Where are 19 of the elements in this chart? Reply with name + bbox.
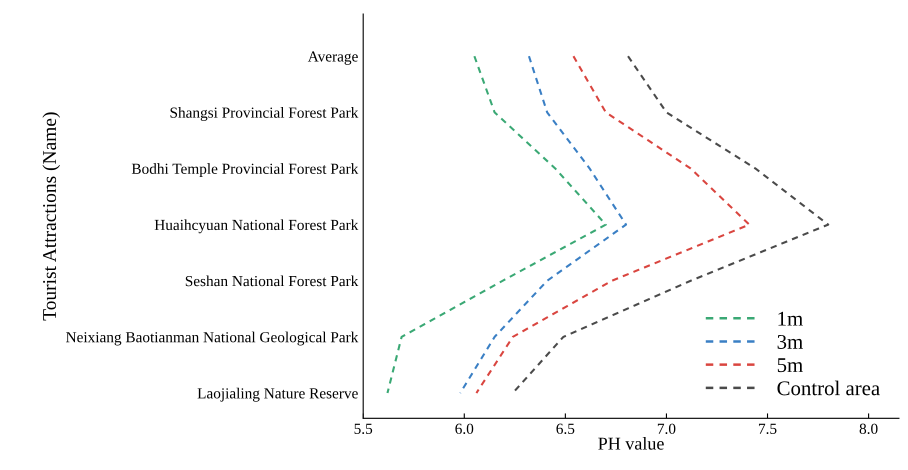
x-tick-label: 5.5 [354, 424, 372, 434]
y-tick-label: Neixiang Baotianman National Geological Park [66, 332, 358, 346]
x-axis-title: PH value [598, 437, 664, 450]
x-tick-label: 7.0 [658, 424, 676, 434]
y-axis-title: Tourist Attractions (Name) [42, 112, 60, 320]
y-tick-label: Shangsi Provincial Forest Park [170, 107, 358, 121]
x-tick-label: 8.0 [860, 424, 878, 434]
x-tick-label: 6.0 [455, 424, 474, 434]
legend-label: 1m [778, 312, 803, 326]
y-tick-label: Bodhi Temple Provincial Forest Park [132, 163, 358, 178]
legend-label: 5m [778, 358, 803, 372]
legend-label: Control area [777, 380, 880, 396]
y-tick-label: Average [308, 51, 358, 65]
legend-label: 3m [778, 334, 803, 349]
y-tick-label: Laojialing Nature Reserve [198, 388, 358, 402]
y-tick-label: Seshan National Forest Park [186, 275, 358, 286]
x-tick-label: 7.5 [758, 424, 776, 434]
x-tick-label: 6.5 [556, 424, 574, 434]
y-tick-label: Huaihcyuan National Forest Park [154, 219, 358, 234]
